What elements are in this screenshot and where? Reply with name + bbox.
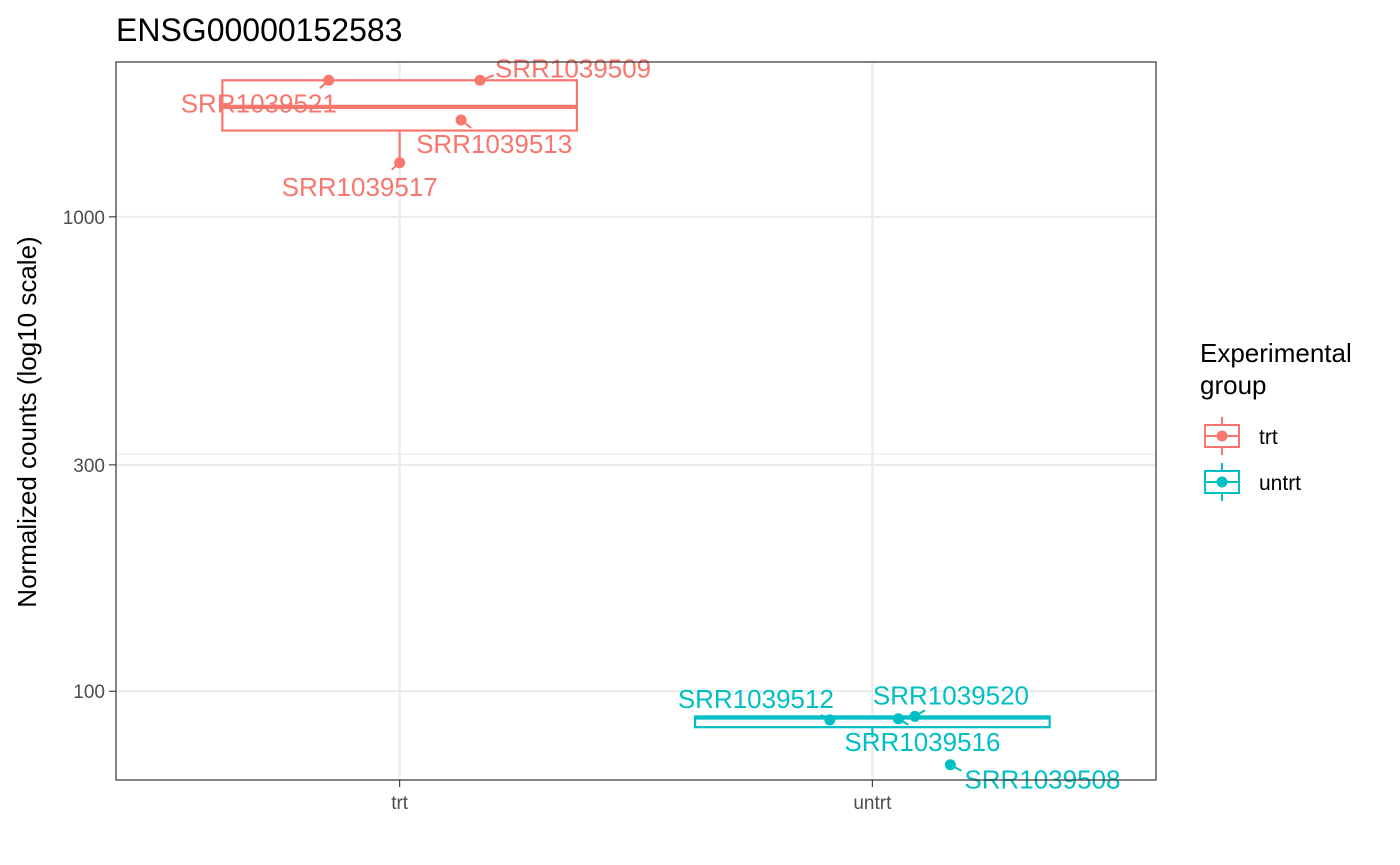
grid-lines [116, 62, 1156, 780]
label-connector [460, 119, 472, 129]
boxes [221, 79, 1051, 738]
x-tick-label: trt [391, 793, 409, 814]
panel-border [115, 61, 1157, 781]
legend-entries: trt untrt [1204, 417, 1301, 501]
legend-title-line-1: Experimental [1200, 338, 1352, 368]
legend-key-point [1216, 476, 1228, 488]
label-connector [914, 709, 926, 718]
legend-label: trt [1259, 426, 1278, 449]
point-label: SRR1039512 [678, 684, 834, 714]
label-connector [897, 717, 909, 726]
point-label: SRR1039517 [282, 172, 438, 202]
chart-title: ENSG00000152583 [116, 12, 402, 48]
point-label: SRR1039516 [844, 727, 1000, 757]
point-labels: SRR1039509 SRR1039521 SRR1039513 SRR1039517… [181, 53, 1121, 794]
label-connector [820, 714, 831, 721]
label-connector [319, 79, 330, 90]
legend-key-point [1216, 430, 1228, 442]
legend-title-line-2: group [1200, 370, 1267, 400]
x-axis: trt untrt [391, 780, 892, 814]
y-axis: 100 300 1000 [63, 208, 116, 703]
point-label: SRR1039513 [416, 129, 572, 159]
x-tick-label: untrt [853, 793, 892, 814]
label-connector [390, 162, 401, 171]
point-label: SRR1039521 [181, 88, 337, 118]
legend-title: Experimental group [1200, 338, 1359, 400]
point-label: SRR1039520 [873, 680, 1029, 710]
point-label: SRR1039509 [495, 53, 651, 83]
y-axis-title: Normalized counts (log10 scale) [12, 236, 42, 607]
y-tick-label: 100 [73, 682, 105, 703]
legend-label: untrt [1259, 472, 1301, 495]
y-tick-label: 1000 [63, 208, 105, 229]
label-connector [479, 74, 495, 82]
plot-panel: SRR1039509 SRR1039521 SRR1039513 SRR1039517… [115, 53, 1157, 795]
y-tick-label: 300 [73, 456, 105, 477]
panel-background [116, 62, 1156, 780]
legend: Experimental group trt untrt [1200, 338, 1359, 501]
label-connector [949, 763, 962, 772]
